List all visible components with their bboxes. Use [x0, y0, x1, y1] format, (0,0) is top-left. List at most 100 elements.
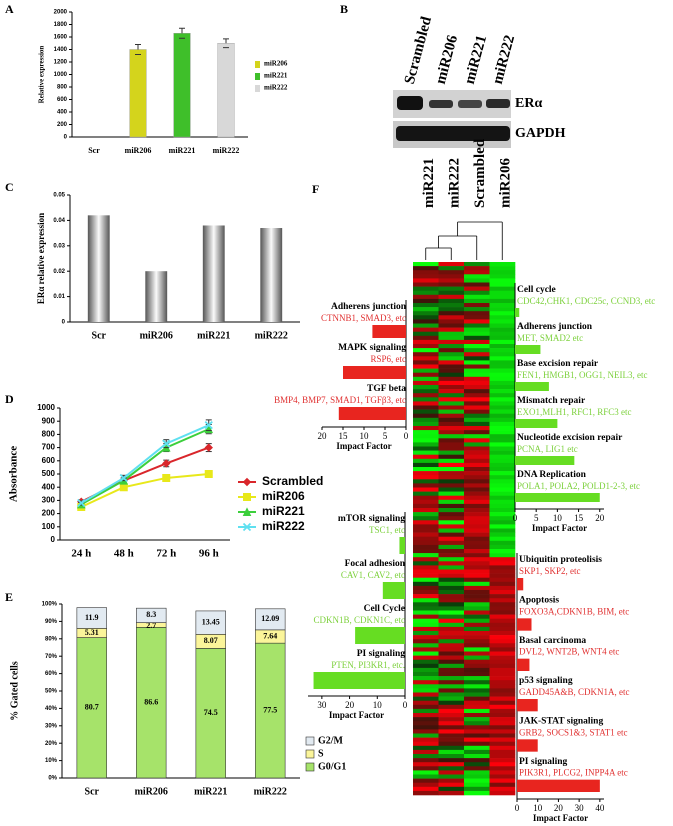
- heatmap-cell: [489, 356, 516, 361]
- marker: [204, 470, 213, 478]
- heatmap-cell: [438, 544, 465, 550]
- heatmap-cell: [413, 471, 439, 476]
- heatmap-cell: [489, 274, 516, 279]
- bar: [338, 407, 406, 420]
- heatmap-cell: [464, 438, 490, 443]
- bar: [517, 739, 538, 752]
- heatmap-cell: [413, 438, 439, 443]
- heatmap-cell: [489, 385, 516, 390]
- pathway-name: JAK-STAT signaling: [519, 717, 603, 727]
- y-tick-label: 90%: [45, 619, 58, 625]
- heatmap-cell: [464, 495, 490, 501]
- heatmap-cell: [464, 606, 490, 611]
- pathway-genes: MET, SMAD2 etc: [517, 333, 583, 343]
- x-tick-label: 30: [575, 803, 585, 813]
- y-tick-label: 600: [42, 456, 56, 465]
- heatmap-cell: [438, 376, 465, 382]
- heatmap-cell: [489, 540, 516, 546]
- heatmap-cell: [438, 565, 465, 570]
- heatmap-cell: [489, 499, 516, 505]
- heatmap-cell: [438, 569, 465, 574]
- heatmap-cell: [489, 294, 516, 300]
- heatmap-cell: [413, 335, 439, 341]
- heatmap-cell: [464, 647, 490, 652]
- x-tick-label: 15: [574, 513, 584, 523]
- heatmap-cell: [438, 479, 465, 484]
- heatmap-cell: [438, 298, 465, 304]
- x-axis-label: Impact Factor: [532, 523, 587, 533]
- heatmap-cell: [464, 782, 490, 788]
- pathway-name: PI signaling: [519, 757, 568, 767]
- heatmap-cell: [464, 553, 490, 558]
- blot-band: [486, 99, 510, 108]
- heatmap-cell: [413, 672, 439, 677]
- heatmap-cell: [489, 696, 516, 701]
- heatmap-cell: [489, 487, 516, 492]
- heatmap-cell: [489, 594, 516, 599]
- heatmap-cell: [489, 713, 516, 718]
- bar: [343, 366, 406, 379]
- data-label: 80.7: [85, 703, 99, 712]
- heatmap-cell: [489, 647, 516, 652]
- heatmap-cell: [413, 467, 439, 472]
- legend-label: miR221: [264, 72, 288, 80]
- heatmap-cell: [413, 372, 439, 378]
- marker: [204, 421, 213, 430]
- heatmap-cell: [438, 385, 465, 390]
- pathway-name: Cell cycle: [517, 285, 556, 295]
- heatmap-cell: [489, 282, 516, 287]
- heatmap-cell: [413, 557, 439, 562]
- heatmap-cell: [413, 651, 439, 656]
- heatmap-cell: [464, 417, 490, 423]
- heatmap-cell: [438, 282, 465, 287]
- heatmap-cell: [464, 430, 490, 435]
- heatmap-cell: [489, 725, 516, 730]
- heatmap-cell: [438, 327, 465, 332]
- heatmap-cell: [413, 745, 439, 751]
- heatmap-cell: [464, 667, 490, 673]
- x-tick-label: miR222: [254, 786, 287, 797]
- y-tick-label: 2000: [54, 10, 68, 16]
- heatmap-cell: [413, 532, 439, 537]
- heatmap-cell: [464, 639, 490, 644]
- x-tick-label: 10: [360, 431, 370, 441]
- heatmap-cell: [464, 696, 490, 701]
- heatmap-cell: [413, 729, 439, 734]
- pathway-name: DNA Replication: [517, 470, 587, 480]
- heatmap-cell: [438, 762, 465, 767]
- heatmap-cell: [438, 754, 465, 759]
- x-tick-label: 5: [534, 513, 539, 523]
- x-tick-label: 5: [383, 431, 388, 441]
- heatmap-cell: [413, 339, 439, 345]
- pathway-genes: TSC1, etc: [369, 525, 405, 535]
- heatmap-cell: [438, 635, 465, 640]
- heatmap-cell: [413, 647, 439, 652]
- heatmap-cell: [413, 434, 439, 439]
- heatmap-cell: [464, 376, 490, 382]
- heatmap-cell: [438, 647, 465, 652]
- pathway-genes: DVL2, WNT2B, WNT4 etc: [519, 647, 619, 657]
- heatmap-cell: [413, 786, 439, 792]
- heatmap-cell: [464, 274, 490, 279]
- heatmap-cell: [464, 749, 490, 755]
- y-tick-label: 1600: [54, 35, 68, 41]
- bar: [515, 493, 600, 502]
- heatmap-cell: [438, 622, 465, 628]
- heatmap-cell: [489, 573, 516, 578]
- heatmap-cell: [413, 364, 439, 369]
- heatmap-cell: [438, 676, 465, 681]
- pathway-name: PI signaling: [357, 649, 406, 659]
- heatmap-cell: [438, 426, 465, 431]
- series-line: [80, 428, 210, 506]
- heatmap-cell: [413, 717, 439, 722]
- y-tick-label: 0: [62, 320, 66, 326]
- heatmap-cell: [413, 442, 439, 447]
- x-tick-label: miR222: [213, 146, 240, 155]
- heatmap-cell: [413, 614, 439, 619]
- heatmap-cell: [489, 590, 516, 595]
- heatmap-cell: [464, 368, 490, 373]
- heatmap-cell: [489, 319, 516, 324]
- heatmap-cell: [438, 372, 465, 378]
- heatmap-cell: [438, 540, 465, 546]
- heatmap-cell: [489, 262, 516, 267]
